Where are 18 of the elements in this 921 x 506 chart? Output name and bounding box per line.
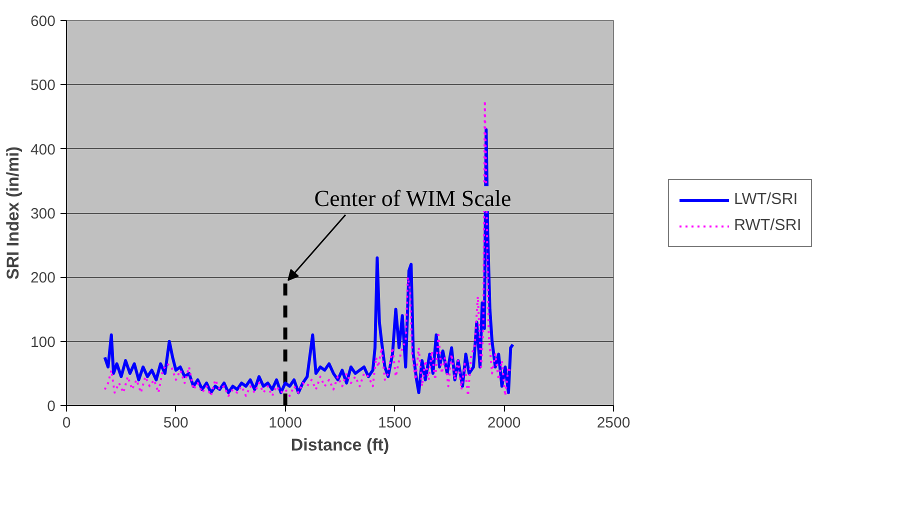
y-tick-label: 600	[30, 13, 56, 30]
y-axis-title: SRI Index (in/mi)	[3, 146, 22, 280]
annotation: Center of WIM Scale	[314, 186, 512, 212]
x-tick-label: 1000	[268, 414, 302, 432]
y-tick-label: 400	[30, 141, 56, 158]
legend-label: RWT/SRI	[734, 216, 802, 234]
x-tick-label: 0	[62, 414, 71, 432]
y-tick-label: 200	[30, 270, 56, 287]
x-tick-label: 500	[163, 414, 188, 432]
x-tick-label: 1500	[378, 414, 412, 432]
legend-label: LWT/SRI	[734, 190, 798, 208]
y-tick-label: 0	[47, 398, 56, 415]
x-tick-label: 2000	[487, 414, 521, 432]
x-axis-title: Distance (ft)	[290, 436, 390, 454]
y-tick-label: 100	[30, 334, 56, 351]
y-tick-label: 300	[30, 206, 56, 222]
y-tick-label: 500	[30, 77, 56, 94]
x-tick-label: 2500	[596, 414, 630, 432]
